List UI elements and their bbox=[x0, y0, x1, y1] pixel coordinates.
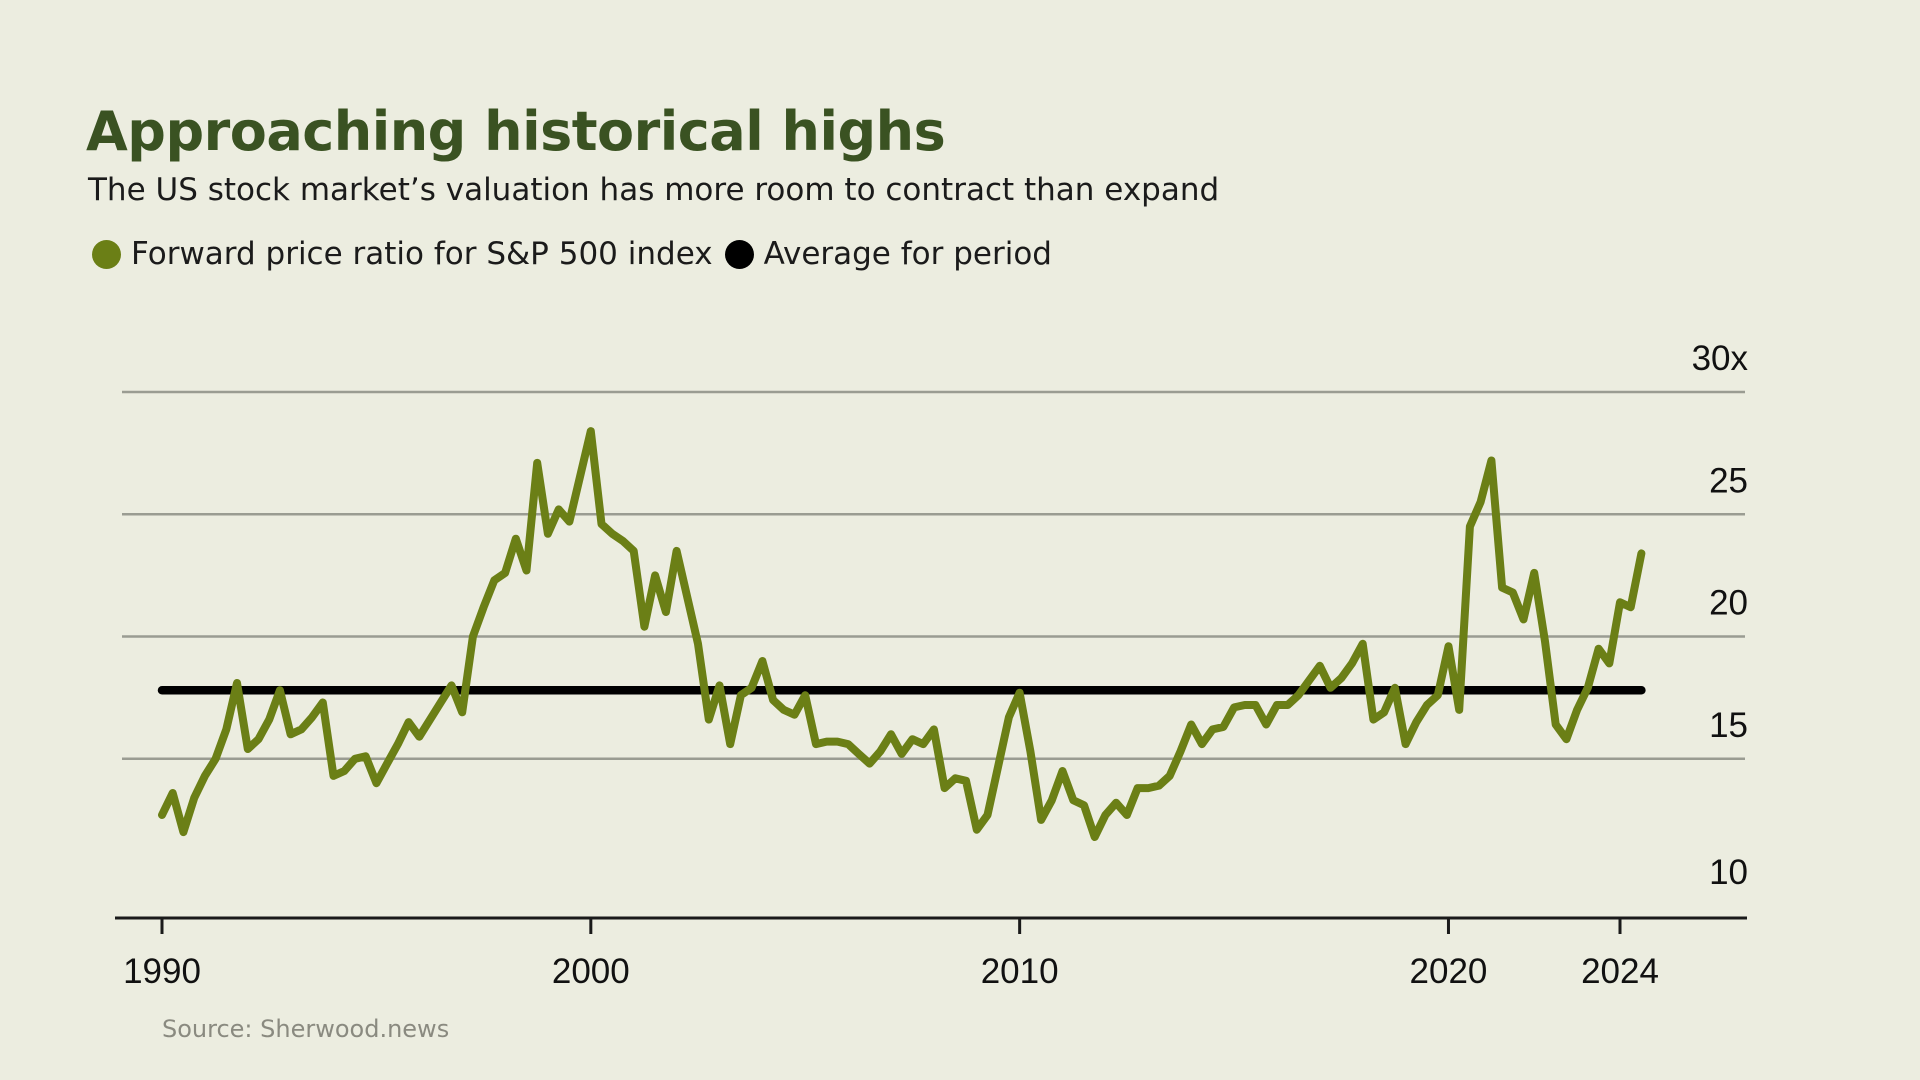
legend-swatch-black-dot bbox=[724, 239, 754, 269]
x-tick-label-2024: 2024 bbox=[1581, 952, 1659, 991]
legend-item-average: Average for period bbox=[724, 236, 1052, 272]
legend-item-forward-pe: Forward price ratio for S&P 500 index bbox=[92, 236, 713, 272]
y-tick-label-10: 10 bbox=[1709, 853, 1748, 892]
x-tick-label-2000: 2000 bbox=[552, 952, 630, 991]
source-note: Source: Sherwood.news bbox=[162, 1015, 450, 1043]
x-tick-label-2010: 2010 bbox=[981, 952, 1059, 991]
y-tick-label-15: 15 bbox=[1709, 706, 1748, 745]
y-tick-label-25: 25 bbox=[1709, 461, 1748, 500]
chart-title: Approaching historical highs bbox=[86, 100, 946, 163]
legend-swatch-green-dot bbox=[92, 239, 121, 269]
chart-subtitle: The US stock market’s valuation has more… bbox=[88, 172, 1220, 208]
y-tick-label-20: 20 bbox=[1709, 584, 1748, 623]
x-tick-label-1990: 1990 bbox=[123, 952, 201, 991]
legend-label-average: Average for period bbox=[763, 236, 1052, 272]
x-tick-label-2020: 2020 bbox=[1410, 952, 1488, 991]
series-line-forward-pe bbox=[158, 427, 1646, 841]
y-tick-label-30: 30x bbox=[1692, 339, 1749, 378]
legend-label-forward-pe: Forward price ratio for S&P 500 index bbox=[131, 236, 713, 272]
chart-legend: Forward price ratio for S&P 500 index Av… bbox=[92, 236, 1064, 272]
